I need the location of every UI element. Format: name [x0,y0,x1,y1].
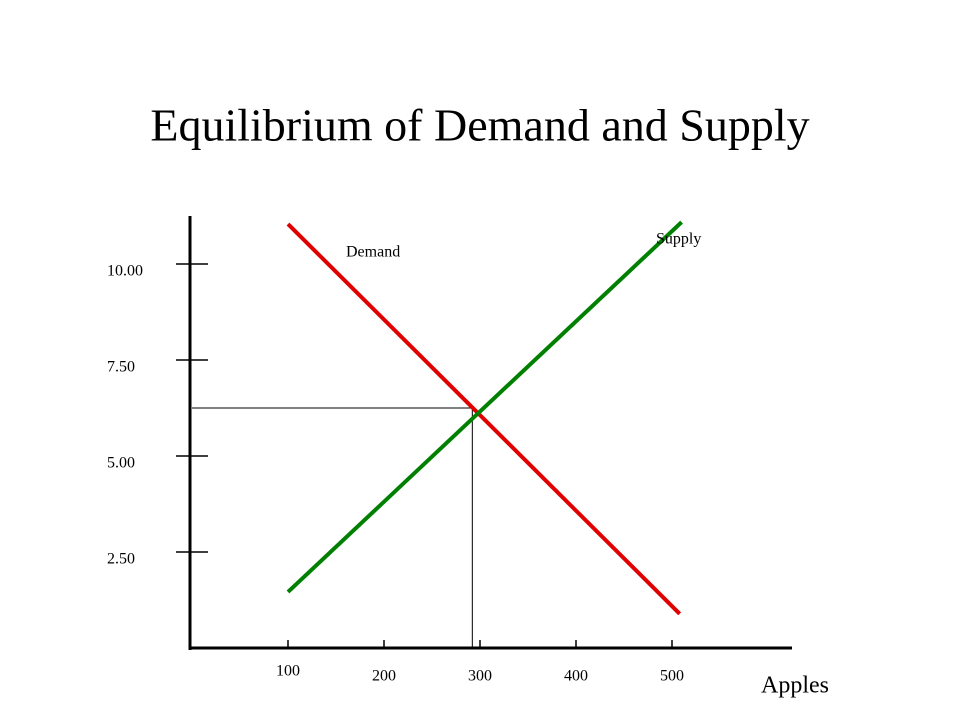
y-tick-label: 10.00 [107,263,143,280]
y-tick-label: 7.50 [107,359,135,376]
y-tick-label: 5.00 [107,455,135,472]
x-tick-label: 300 [468,668,492,685]
series-line [286,220,683,594]
x-tick-label: 400 [564,668,588,685]
series-line [286,222,682,616]
y-tick-label: 2.50 [107,551,135,568]
series-label: Supply [656,231,701,248]
x-axis-label: Apples [761,673,829,699]
series-label: Demand [346,244,400,261]
x-tick-label: 200 [372,668,396,685]
x-tick-label: 500 [660,668,684,685]
chart-title: Equilibrium of Demand and Supply [150,100,809,151]
x-tick-label: 100 [276,663,300,680]
